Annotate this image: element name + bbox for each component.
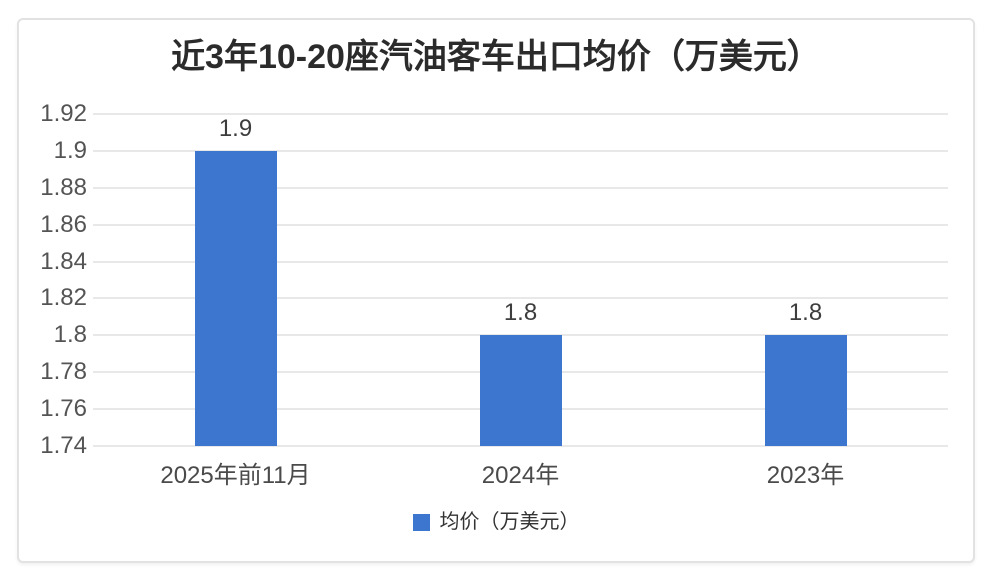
y-axis-tick-label: 1.76	[40, 395, 87, 423]
bar	[479, 335, 562, 446]
y-axis-tick-label: 1.82	[40, 284, 87, 312]
gridline	[93, 113, 948, 115]
gridline	[93, 297, 948, 300]
bar-value-label: 1.8	[788, 299, 823, 327]
bar-value-label: 1.8	[503, 299, 538, 327]
gridline	[93, 149, 948, 152]
plot-area: 1.9 1.8 1.8	[93, 113, 948, 447]
gridline	[93, 445, 948, 447]
bar-value-label: 1.9	[218, 114, 253, 142]
gridline	[93, 223, 948, 226]
y-axis-tick-label: 1.86	[40, 210, 87, 238]
y-axis-labels: 1.92 1.9 1.88 1.86 1.84 1.82 1.8 1.78 1.76 1.74	[19, 100, 87, 459]
legend: 均价（万美元）	[19, 511, 973, 533]
chart-title: 近3年10-20座汽油客车出口均价（万美元）	[171, 38, 821, 76]
x-axis-tick-label: 2023年	[766, 462, 845, 489]
y-axis-tick-label: 1.88	[40, 173, 87, 201]
legend-swatch-icon	[412, 513, 430, 531]
y-axis-tick-label: 1.9	[53, 136, 87, 164]
bar	[764, 335, 847, 446]
y-axis-tick-label: 1.78	[40, 358, 87, 386]
y-axis-tick-label: 1.92	[40, 100, 87, 127]
bar	[194, 150, 277, 446]
y-axis-tick-label: 1.74	[40, 432, 87, 459]
x-axis-tick-label: 2025年前11月	[160, 462, 311, 489]
x-axis-tick-label: 2024年	[481, 462, 560, 489]
y-axis-tick-label: 1.84	[40, 247, 87, 275]
gridline	[93, 334, 948, 337]
x-axis-labels: 2025年前11月 2024年 2023年	[93, 462, 948, 490]
gridline	[93, 186, 948, 189]
y-axis-tick-label: 1.8	[53, 321, 87, 349]
gridline	[93, 260, 948, 263]
chart-card: 近3年10-20座汽油客车出口均价（万美元） 1.92 1.9 1.88 1.86 1.…	[17, 18, 975, 563]
legend-label: 均价（万美元）	[439, 511, 580, 533]
